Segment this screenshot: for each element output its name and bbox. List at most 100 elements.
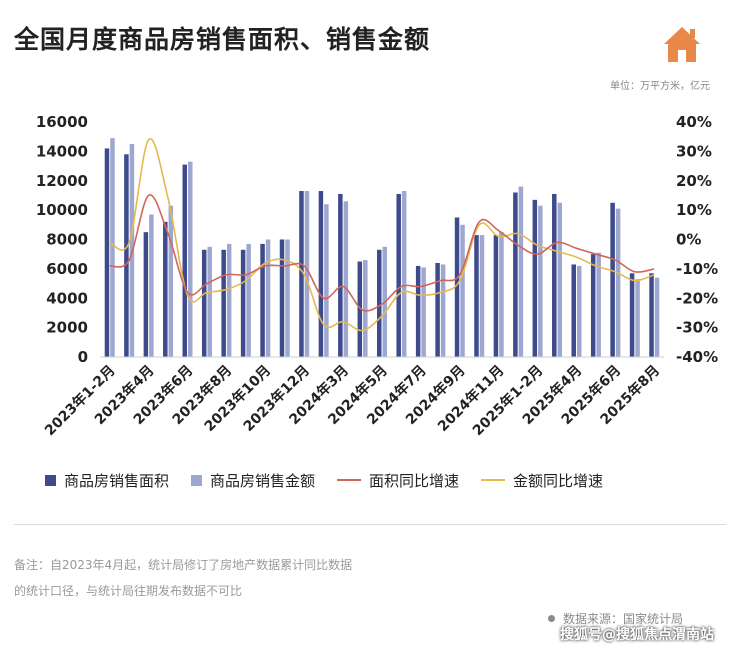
bar-area bbox=[396, 193, 401, 357]
y-left-tick-label: 6000 bbox=[46, 260, 88, 278]
bar-area bbox=[552, 193, 557, 357]
line-amount-growth bbox=[109, 138, 655, 332]
y-left-tick-label: 2000 bbox=[46, 319, 88, 337]
note-line-1: 备注：自2023年4月起，统计局修订了房地产数据累计同比数据 bbox=[14, 558, 353, 572]
y-left-tick-label: 10000 bbox=[36, 201, 88, 219]
bar-amount bbox=[110, 138, 115, 357]
bar-amount bbox=[654, 277, 660, 357]
bar-amount bbox=[343, 201, 349, 357]
legend-label: 商品房销售面积 bbox=[64, 471, 170, 490]
bar-area bbox=[279, 239, 285, 357]
bar-amount bbox=[615, 208, 621, 357]
bar-area bbox=[415, 265, 421, 357]
note-line-2: 的统计口径，与统计局往期发布数据不可比 bbox=[14, 584, 243, 598]
y-left-tick-label: 12000 bbox=[36, 172, 88, 190]
y-right-tick-label: 20% bbox=[676, 172, 712, 190]
bar-area bbox=[221, 249, 226, 357]
legend-label: 面积同比增速 bbox=[369, 471, 460, 490]
bar-amount bbox=[635, 279, 640, 357]
bar-area bbox=[610, 202, 615, 357]
line-area-growth bbox=[109, 194, 655, 312]
bar-amount bbox=[421, 267, 426, 357]
bar-area bbox=[338, 193, 343, 357]
y-right-tick-label: 0% bbox=[676, 231, 701, 249]
bar-amount bbox=[363, 260, 368, 357]
bar-amount bbox=[518, 186, 524, 357]
watermark: 搜狐号@搜狐焦点渭南站 bbox=[560, 627, 714, 643]
bar-area bbox=[493, 235, 499, 357]
bar-area bbox=[357, 261, 363, 357]
bar-area bbox=[104, 148, 110, 357]
bar-amount bbox=[499, 232, 504, 357]
bar-amount bbox=[188, 161, 193, 357]
bar-area bbox=[649, 273, 654, 357]
y-right-tick-label: -40% bbox=[676, 348, 718, 366]
bar-amount bbox=[246, 243, 251, 357]
bullet-icon bbox=[548, 615, 555, 622]
unit-note: 单位：万平方米，亿元 bbox=[610, 81, 710, 92]
bar-area bbox=[532, 199, 538, 357]
bar-area bbox=[143, 232, 149, 357]
data-source-text: 数据来源：国家统计局 bbox=[563, 612, 684, 626]
y-right-tick-label: 10% bbox=[676, 201, 712, 219]
data-source: 数据来源：国家统计局 bbox=[548, 610, 683, 627]
bar-area bbox=[240, 249, 246, 357]
legend-swatch bbox=[45, 474, 56, 486]
bar-area bbox=[163, 221, 168, 357]
y-left-tick-label: 4000 bbox=[46, 289, 88, 307]
bar-amount bbox=[460, 224, 465, 357]
house-icon bbox=[658, 20, 706, 68]
bar-amount bbox=[285, 239, 290, 357]
bar-amount bbox=[479, 235, 485, 357]
legend-label: 金额同比增速 bbox=[513, 471, 604, 490]
x-tick-label: 2023年10月 bbox=[201, 362, 274, 435]
bar-area bbox=[629, 273, 635, 357]
bar-amount bbox=[596, 252, 601, 357]
bar-area bbox=[124, 154, 129, 357]
y-left-tick-label: 14000 bbox=[36, 142, 88, 160]
bar-area bbox=[590, 254, 596, 357]
x-tick-label: 2024年11月 bbox=[434, 362, 507, 435]
bar-amount bbox=[401, 191, 407, 357]
y-left-tick-label: 16000 bbox=[36, 113, 88, 131]
chart-title: 全国月度商品房销售面积、销售金额 bbox=[14, 25, 431, 54]
bar-amount bbox=[207, 246, 212, 357]
y-right-tick-label: 30% bbox=[676, 142, 712, 160]
legend-item: 商品房销售金额 bbox=[191, 470, 315, 491]
legend-label: 商品房销售金额 bbox=[210, 471, 316, 490]
legend: 商品房销售面积 商品房销售金额 面积同比增速 金额同比增速 bbox=[45, 468, 735, 492]
legend-item: 金额同比增速 bbox=[481, 470, 603, 491]
bar-area bbox=[454, 217, 460, 357]
y-left-tick-label: 0 bbox=[78, 348, 88, 366]
bar-area bbox=[201, 249, 207, 357]
bar-area bbox=[318, 191, 324, 357]
divider bbox=[14, 524, 726, 525]
bar-amount bbox=[226, 243, 232, 357]
bar-amount bbox=[265, 239, 271, 357]
x-tick-label: 2023年12月 bbox=[240, 362, 313, 435]
y-left-tick-label: 8000 bbox=[46, 231, 88, 249]
bar-amount bbox=[538, 205, 543, 357]
bar-area bbox=[435, 263, 440, 357]
bar-amount bbox=[557, 202, 563, 357]
y-right-tick-label: -30% bbox=[676, 319, 718, 337]
y-right-tick-label: 40% bbox=[676, 113, 712, 131]
legend-swatch bbox=[191, 474, 203, 486]
chart-area: 0 2000 4000 6000 8000 10000 12000 14000 16000 40%… bbox=[36, 113, 718, 439]
legend-line bbox=[337, 479, 362, 481]
bar-amount bbox=[324, 204, 329, 357]
bar-amount bbox=[168, 205, 174, 357]
bar-area bbox=[260, 243, 265, 357]
bar-amount bbox=[440, 264, 446, 357]
bar-amount bbox=[576, 265, 582, 357]
bar-area bbox=[513, 192, 518, 357]
y-right-tick-label: -20% bbox=[676, 289, 718, 307]
bar-area bbox=[377, 249, 382, 357]
y-right-tick-label: -10% bbox=[676, 260, 718, 278]
bar-area bbox=[474, 235, 479, 357]
legend-line bbox=[481, 479, 506, 481]
bar-area bbox=[299, 191, 304, 357]
legend-item: 商品房销售面积 bbox=[45, 470, 169, 491]
bar-amount bbox=[304, 191, 310, 357]
bar-amount bbox=[149, 214, 154, 357]
